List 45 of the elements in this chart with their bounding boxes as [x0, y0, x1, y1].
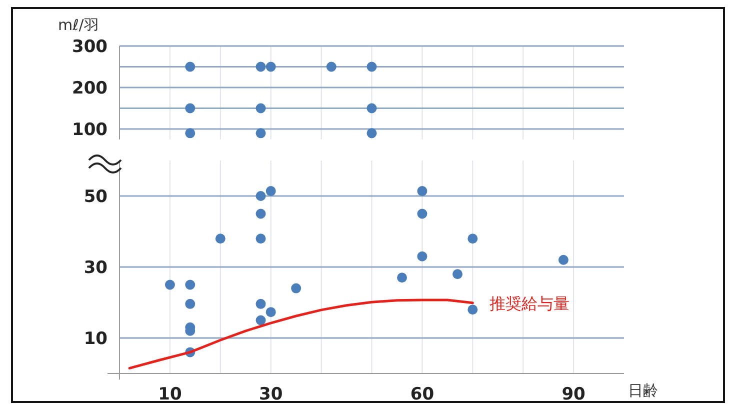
point: [468, 304, 478, 315]
point: [366, 128, 377, 138]
point: [185, 280, 196, 290]
point: [256, 298, 266, 309]
point: [266, 307, 276, 318]
point: [185, 128, 196, 138]
point: [366, 103, 377, 114]
point: [326, 62, 336, 72]
x-axis-title: 日齢: [628, 382, 658, 400]
point: [397, 272, 408, 283]
point: [291, 283, 302, 294]
point: [256, 128, 266, 138]
x-tick-label: 10: [158, 384, 182, 404]
y-tick-label: 300: [72, 37, 108, 57]
point: [185, 298, 196, 309]
point: [417, 186, 428, 196]
point: [417, 251, 428, 262]
point: [468, 234, 478, 244]
point: [256, 103, 266, 114]
y-tick-label: 100: [72, 120, 108, 140]
point: [366, 62, 377, 72]
x-tick-label: 60: [410, 384, 434, 404]
point: [256, 234, 266, 244]
point: [256, 315, 266, 326]
point: [256, 191, 266, 201]
point: [215, 234, 226, 244]
point: [164, 280, 175, 290]
line-series: [128, 298, 474, 370]
point: [266, 62, 276, 72]
point: [417, 208, 428, 219]
y-tick-label: 10: [84, 329, 108, 349]
x-tick-label: 30: [259, 384, 283, 404]
point: [452, 269, 463, 280]
x-tick-label: 90: [562, 384, 586, 404]
y-tick-label: 30: [84, 258, 108, 278]
point: [256, 208, 266, 219]
point: [266, 186, 276, 196]
series-label: 推奨給与量: [490, 294, 570, 313]
point: [185, 103, 196, 114]
point: [185, 62, 196, 72]
point: [558, 254, 568, 265]
y-tick-label: 50: [84, 187, 108, 207]
point: [256, 62, 266, 72]
y-axis-title: mℓ/羽: [58, 16, 99, 34]
y-tick-label: 200: [72, 78, 108, 99]
